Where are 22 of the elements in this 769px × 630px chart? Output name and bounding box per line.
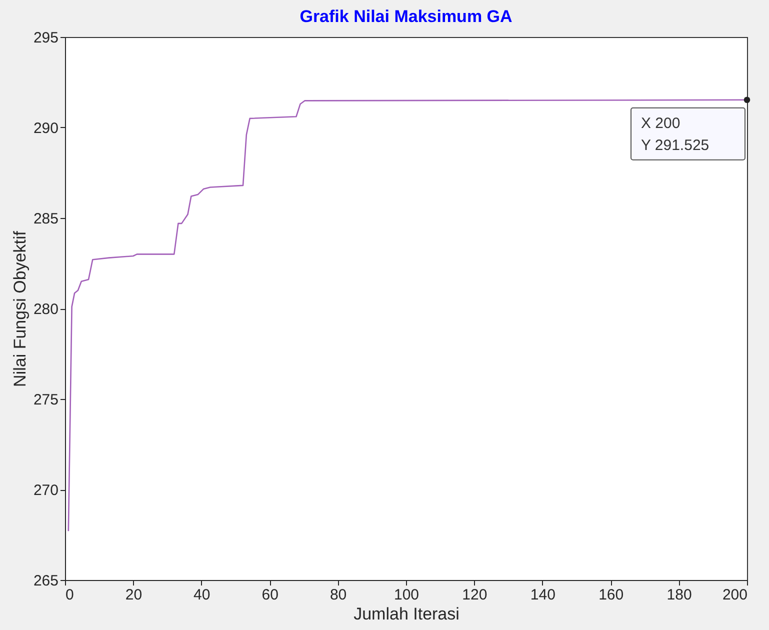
x-tick-label: 140 — [530, 586, 556, 604]
chart-title: Grafik Nilai Maksimum GA — [300, 7, 512, 26]
y-tick-label: 275 — [33, 392, 58, 408]
y-tick-label: 295 — [33, 30, 58, 46]
x-axis-title: Jumlah Iterasi — [354, 604, 460, 624]
x-tick-label: 80 — [330, 586, 347, 604]
y-tick-label: 285 — [33, 210, 58, 228]
y-tick-label: 265 — [33, 572, 58, 590]
x-tick-label: 60 — [262, 586, 278, 604]
y-tick-label: 290 — [33, 120, 58, 137]
x-tick-label: 20 — [125, 586, 142, 604]
x-tick-label: 100 — [394, 586, 420, 604]
x-tick-label: 40 — [194, 586, 210, 604]
x-tick-label: 120 — [462, 586, 488, 604]
x-tick-label: 160 — [598, 586, 624, 604]
y-axis-title: Nilai Fungsi Obyektif — [10, 230, 30, 387]
y-tick-label: 270 — [33, 482, 58, 499]
x-tick-label: 200 — [722, 586, 748, 604]
x-tick-label: 180 — [666, 586, 692, 604]
annotation: X 200 Y 291.525 — [641, 114, 710, 154]
x-tick-label: 0 — [66, 586, 74, 604]
y-tick-label: 280 — [33, 301, 58, 318]
